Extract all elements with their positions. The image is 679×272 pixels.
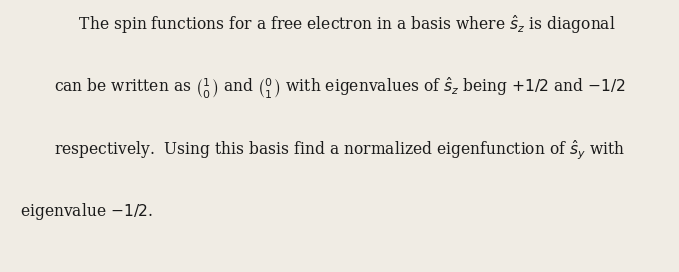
Text: eigenvalue $-1/2$.: eigenvalue $-1/2$. — [20, 201, 153, 222]
Text: respectively.  Using this basis find a normalized eigenfunction of $\hat{s}_y$ w: respectively. Using this basis find a no… — [54, 139, 625, 162]
Text: can be written as $\binom{1}{0}$ and $\binom{0}{1}$ with eigenvalues of $\hat{s}: can be written as $\binom{1}{0}$ and $\b… — [54, 76, 625, 101]
Text: The spin functions for a free electron in a basis where $\hat{s}_z$ is diagonal: The spin functions for a free electron i… — [64, 13, 615, 36]
